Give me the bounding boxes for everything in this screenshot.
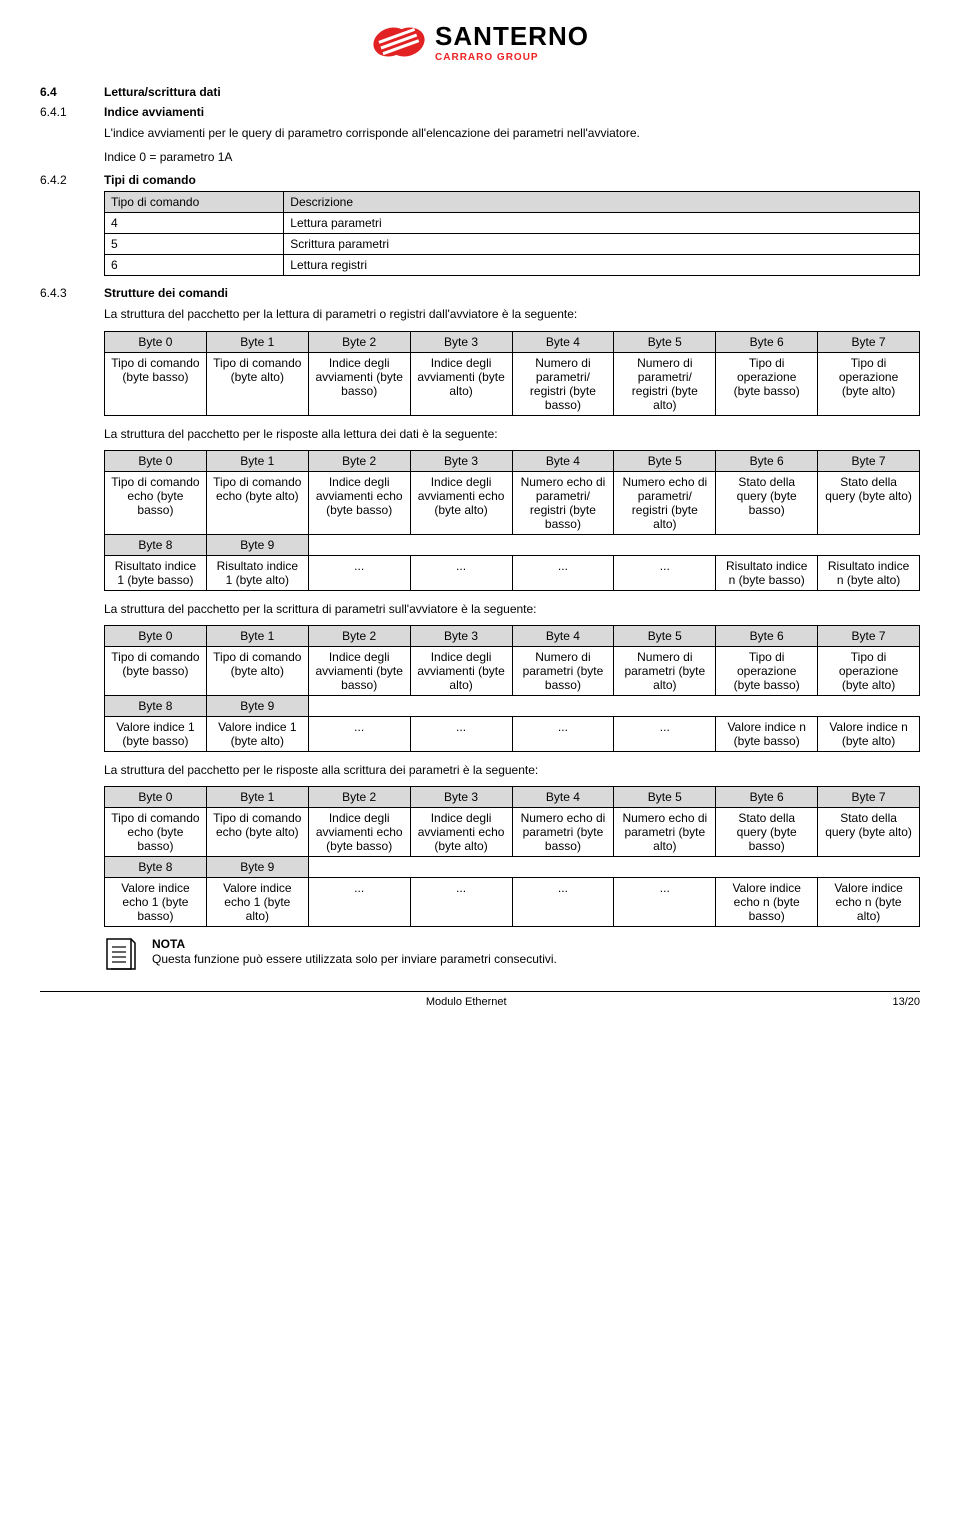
note-body: Questa funzione può essere utilizzata so… xyxy=(152,951,557,967)
paragraph: La struttura del pacchetto per la scritt… xyxy=(104,601,920,617)
subsection-title: Indice avviamenti xyxy=(104,105,204,119)
logo-sub: CARRARO GROUP xyxy=(435,52,539,63)
paragraph: La struttura del pacchetto per le rispos… xyxy=(104,426,920,442)
table-row: Tipo di comando echo (byte basso)Tipo di… xyxy=(105,808,920,857)
footer-page: 13/20 xyxy=(892,996,920,1008)
logo-text: SANTERNO CARRARO GROUP xyxy=(435,21,589,63)
packet-read-resp-table: Byte 0Byte 1Byte 2Byte 3Byte 4Byte 5Byte… xyxy=(104,450,920,591)
logo-header: SANTERNO CARRARO GROUP xyxy=(40,20,920,67)
logo: SANTERNO CARRARO GROUP xyxy=(371,20,589,64)
logo-brand: SANTERNO xyxy=(435,21,589,52)
subsection-num: 6.4.1 xyxy=(40,105,80,119)
logo-mark-icon xyxy=(371,20,427,64)
note-icon xyxy=(104,937,138,971)
packet-read-table: Byte 0Byte 1Byte 2Byte 3Byte 4Byte 5Byte… xyxy=(104,331,920,416)
subsection-title: Strutture dei comandi xyxy=(104,286,228,300)
section-title: Lettura/scrittura dati xyxy=(104,85,221,99)
footer-center: Modulo Ethernet xyxy=(426,996,507,1008)
table-row: Tipo di comando (byte basso)Tipo di coma… xyxy=(105,646,920,695)
section-6-4-2: 6.4.2 Tipi di comando xyxy=(40,173,920,187)
paragraph: La struttura del pacchetto per le rispos… xyxy=(104,762,920,778)
tipi-comando-table: Tipo di comando Descrizione 4Lettura par… xyxy=(104,191,920,276)
paragraph: La struttura del pacchetto per la lettur… xyxy=(104,306,920,322)
table-row: Valore indice 1 (byte basso)Valore indic… xyxy=(105,716,920,751)
section-num: 6.4 xyxy=(40,85,80,99)
table-row: Tipo di comando echo (byte basso)Tipo di… xyxy=(105,471,920,534)
paragraph: L'indice avviamenti per le query di para… xyxy=(104,125,920,141)
packet-write-table: Byte 0Byte 1Byte 2Byte 3Byte 4Byte 5Byte… xyxy=(104,625,920,752)
paragraph: Indice 0 = parametro 1A xyxy=(104,149,920,165)
section-6-4-1: 6.4.1 Indice avviamenti xyxy=(40,105,920,119)
packet-write-resp-table: Byte 0Byte 1Byte 2Byte 3Byte 4Byte 5Byte… xyxy=(104,786,920,927)
note-text: NOTA Questa funzione può essere utilizza… xyxy=(152,937,557,971)
note-block: NOTA Questa funzione può essere utilizza… xyxy=(104,937,920,971)
table-row: 6Lettura registri xyxy=(105,255,920,276)
table-row: Tipo di comando (byte basso)Tipo di coma… xyxy=(105,352,920,415)
subsection-num: 6.4.3 xyxy=(40,286,80,300)
table-row: 5Scrittura parametri xyxy=(105,234,920,255)
note-title: NOTA xyxy=(152,937,557,951)
page-footer: Modulo Ethernet 13/20 xyxy=(40,991,920,1008)
subsection-title: Tipi di comando xyxy=(104,173,196,187)
table-row: 4Lettura parametri xyxy=(105,213,920,234)
section-6-4: 6.4 Lettura/scrittura dati xyxy=(40,85,920,99)
section-6-4-3: 6.4.3 Strutture dei comandi xyxy=(40,286,920,300)
table-row: Risultato indice 1 (byte basso)Risultato… xyxy=(105,555,920,590)
table-row: Valore indice echo 1 (byte basso)Valore … xyxy=(105,878,920,927)
table-header: Tipo di comando xyxy=(105,192,284,213)
table-header: Descrizione xyxy=(284,192,920,213)
subsection-num: 6.4.2 xyxy=(40,173,80,187)
